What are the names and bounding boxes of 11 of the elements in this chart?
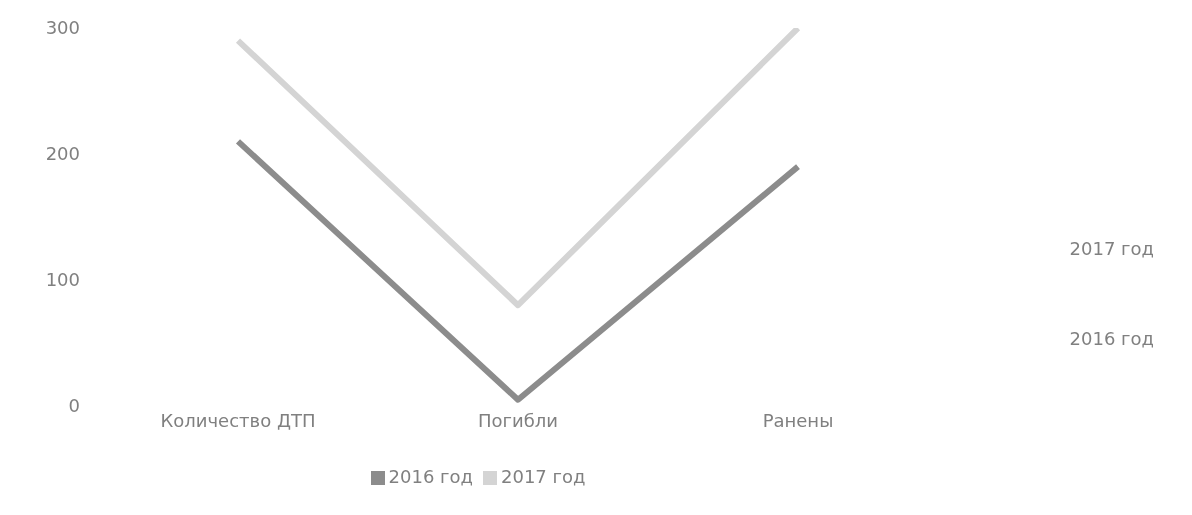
x-tick-label: Погибли bbox=[477, 409, 559, 431]
legend-label: 2016 год bbox=[388, 466, 473, 487]
text: 2016 год bbox=[1069, 328, 1154, 349]
legend-label: 2017 год bbox=[501, 466, 586, 487]
x-tick-label: Ранены bbox=[762, 409, 834, 431]
y-tick-label: 100 bbox=[45, 269, 80, 291]
y-tick-label: 0 bbox=[68, 395, 80, 417]
y-tick-label: 200 bbox=[45, 143, 80, 165]
y-tick-label: 300 bbox=[45, 17, 80, 39]
x-tick-label: Количество ДТП bbox=[160, 409, 316, 431]
text: 2017 год bbox=[1069, 238, 1154, 259]
